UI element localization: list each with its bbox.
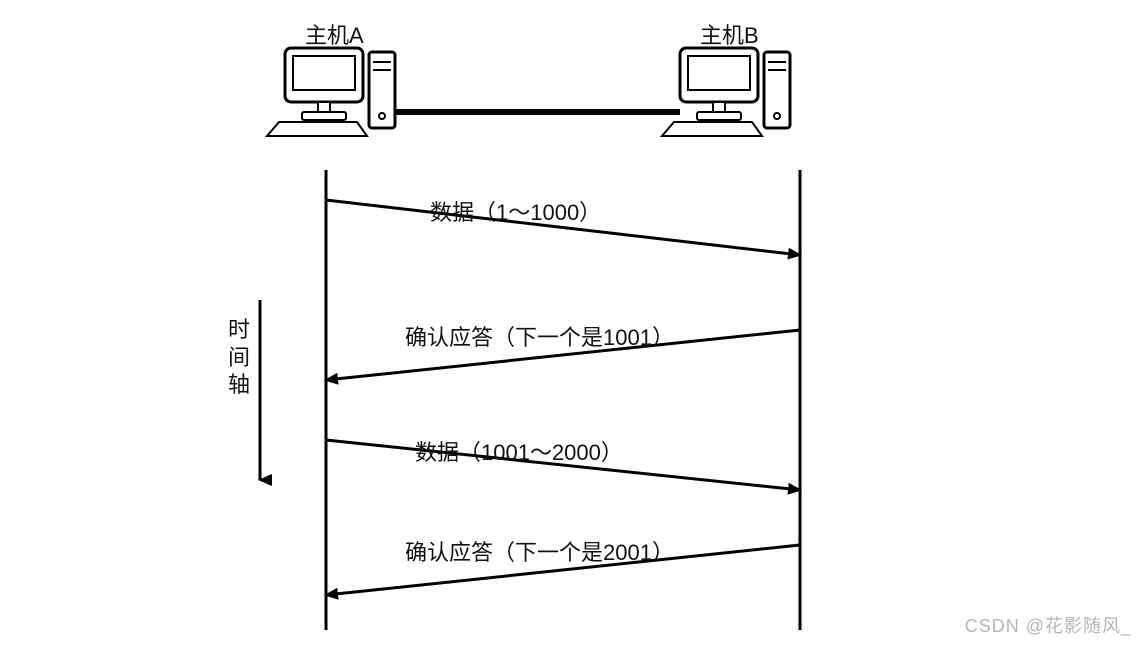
message-label-3: 数据（1001～2000） <box>415 435 623 467</box>
host-a-label: 主机A <box>305 18 364 50</box>
host-b-label: 主机B <box>700 18 759 50</box>
message-label-1: 数据（1～1000） <box>430 195 601 227</box>
message-label-4: 确认应答（下一个是2001） <box>405 535 674 567</box>
time-axis-label: 时间轴 <box>228 316 250 399</box>
watermark-text: CSDN @花影随风_ <box>965 612 1132 638</box>
host-a-icon-keyboard <box>267 122 367 136</box>
message-label-2: 确认应答（下一个是1001） <box>405 320 674 352</box>
host-b-icon-keyboard <box>662 122 762 136</box>
host-b-icon-tower <box>764 52 790 128</box>
host-a-icon-tower <box>369 52 395 128</box>
